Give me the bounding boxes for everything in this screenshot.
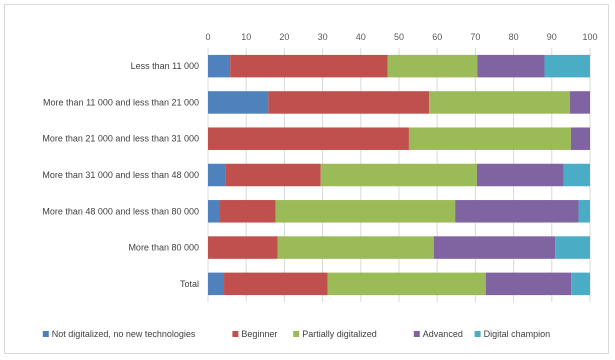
legend: Not digitalized, no new technologies Begi… bbox=[42, 329, 551, 339]
x-tick-label: 70 bbox=[470, 32, 480, 42]
bar-segment-3 bbox=[275, 200, 456, 223]
category-label: Less than 11 000 bbox=[131, 61, 199, 71]
category-label: More than 31 000 and less than 48 000 bbox=[42, 170, 199, 180]
x-tick-label: 10 bbox=[241, 32, 251, 42]
bar-segment-4 bbox=[570, 127, 590, 150]
bar-segment-5 bbox=[555, 236, 590, 259]
bar-segment-2 bbox=[224, 272, 328, 296]
bar-segment-2 bbox=[208, 127, 409, 150]
bar-segment-2 bbox=[230, 54, 388, 78]
x-tick-label: 80 bbox=[509, 32, 519, 42]
legend-label: Advanced bbox=[423, 329, 463, 339]
bar-segment-2 bbox=[268, 91, 430, 114]
bar-segment-5 bbox=[563, 163, 590, 187]
bar-segment-1 bbox=[208, 163, 226, 187]
bar-segment-4 bbox=[455, 200, 579, 223]
category-labels: Less than 11 000 More than 11 000 and les… bbox=[42, 61, 199, 289]
x-tick-label: 40 bbox=[356, 32, 366, 42]
bar-segment-4 bbox=[477, 54, 545, 78]
bar-segment-3 bbox=[408, 127, 571, 150]
bar-segment-1 bbox=[208, 54, 231, 78]
x-tick-label: 50 bbox=[394, 32, 404, 42]
x-tick-label: 90 bbox=[547, 32, 557, 42]
bar-segment-2 bbox=[208, 236, 278, 259]
bar-segment-3 bbox=[320, 163, 477, 187]
category-label: Total bbox=[180, 279, 199, 289]
legend-label: Not digitalized, no new technologies bbox=[52, 329, 196, 339]
x-tick-label: 30 bbox=[318, 32, 328, 42]
legend-swatch bbox=[474, 331, 481, 337]
bar-segment-3 bbox=[429, 91, 570, 114]
bar-segment-3 bbox=[327, 272, 486, 296]
legend-label: Digital champion bbox=[484, 329, 551, 339]
bar-segment-1 bbox=[208, 200, 220, 223]
bar-segment-4 bbox=[476, 163, 564, 187]
bar-segment-2 bbox=[219, 200, 276, 223]
legend-swatch bbox=[413, 331, 420, 337]
x-tick-label: 60 bbox=[432, 32, 442, 42]
x-tick-label: 100 bbox=[582, 32, 597, 42]
bar-segment-5 bbox=[571, 272, 590, 296]
bar-segment-3 bbox=[387, 54, 478, 78]
x-tick-label: 0 bbox=[205, 32, 210, 42]
legend-swatch bbox=[293, 331, 300, 337]
bar-segment-1 bbox=[208, 91, 269, 114]
bar-segment-1 bbox=[208, 272, 225, 296]
category-label: More than 80 000 bbox=[128, 243, 199, 253]
x-axis-ticks: 0 10 20 30 40 50 60 70 80 90 100 bbox=[205, 32, 597, 42]
x-tick-label: 20 bbox=[279, 32, 289, 42]
legend-label: Partially digitalized bbox=[302, 329, 377, 339]
legend-swatch bbox=[232, 331, 239, 337]
category-label: More than 21 000 and less than 31 000 bbox=[42, 134, 199, 144]
legend-label: Beginner bbox=[241, 329, 277, 339]
category-label: More than 11 000 and less than 21 000 bbox=[43, 97, 199, 107]
bars bbox=[208, 54, 590, 296]
bar-segment-5 bbox=[544, 54, 590, 78]
bar-segment-4 bbox=[433, 236, 556, 259]
bar-segment-4 bbox=[569, 91, 590, 114]
category-label: More than 48 000 and less than 80 000 bbox=[42, 206, 199, 216]
bar-segment-3 bbox=[277, 236, 434, 259]
bar-segment-2 bbox=[225, 163, 321, 187]
bar-segment-5 bbox=[578, 200, 590, 223]
legend-swatch bbox=[42, 331, 49, 337]
bar-segment-4 bbox=[485, 272, 572, 296]
